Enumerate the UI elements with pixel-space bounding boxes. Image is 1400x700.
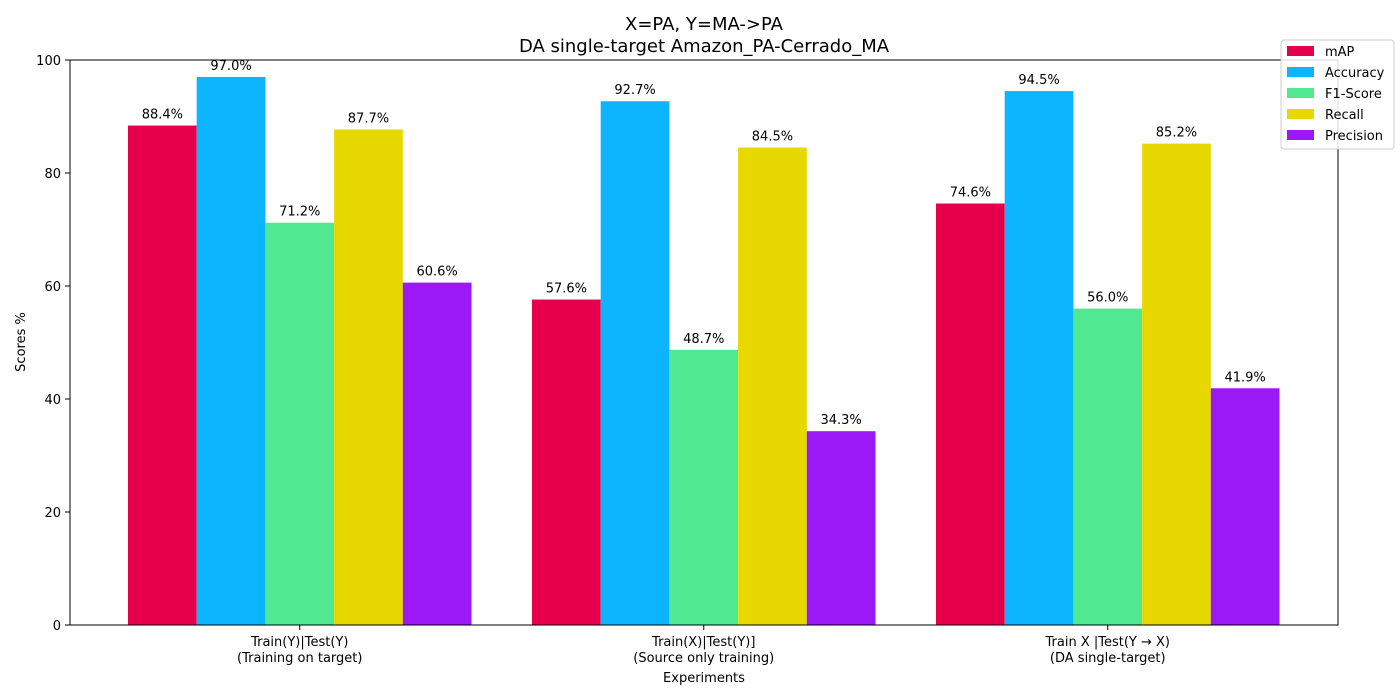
x-tick-label: (Training on target) xyxy=(237,651,362,666)
bar-recall-1 xyxy=(738,147,807,625)
y-tick-label: 100 xyxy=(36,54,61,69)
x-tick-label: (Source only training) xyxy=(633,651,774,666)
legend-swatch xyxy=(1287,88,1314,98)
bar-f1-score-1 xyxy=(669,349,739,625)
data-label: 94.5% xyxy=(1018,73,1059,88)
bar-map-2 xyxy=(936,203,1005,625)
data-label: 97.0% xyxy=(210,59,251,74)
legend-entry: Accuracy xyxy=(1325,66,1385,81)
bar-recall-2 xyxy=(1142,143,1211,625)
x-axis-label: Experiments xyxy=(663,671,745,686)
bar-precision-0 xyxy=(402,282,472,625)
plot-area: 88.4% 57.6% 74.6% 97.0% 92.7% 94.5% 71.2% 48.7%… xyxy=(36,54,1339,666)
legend-entry: Recall xyxy=(1325,108,1364,123)
x-tick-label: Train(X)|Test(Y)] xyxy=(651,635,755,650)
y-tick-label: 40 xyxy=(44,393,61,408)
data-label: 87.7% xyxy=(348,111,389,126)
legend-swatch xyxy=(1287,67,1314,77)
y-tick-label: 20 xyxy=(44,506,61,521)
bar-precision-2 xyxy=(1210,388,1280,625)
chart-title: X=PA, Y=MA->PA xyxy=(625,14,784,35)
legend-entry: F1-Score xyxy=(1325,87,1382,102)
y-axis-label: Scores % xyxy=(14,312,29,372)
data-label: 34.3% xyxy=(820,413,861,428)
y-tick-label: 0 xyxy=(53,619,61,634)
data-label: 92.7% xyxy=(614,83,655,98)
bar-f1-score-2 xyxy=(1073,308,1143,625)
data-label: 60.6% xyxy=(416,265,457,280)
data-label: 48.7% xyxy=(683,332,724,347)
legend-swatch xyxy=(1287,46,1314,56)
bar-recall-0 xyxy=(334,129,403,625)
data-label: 56.0% xyxy=(1087,291,1128,306)
bar-accuracy-0 xyxy=(196,76,266,625)
legend-entry: Precision xyxy=(1325,129,1383,144)
legend: mAP Accuracy F1-Score Recall Precision xyxy=(1280,39,1395,150)
data-label: 88.4% xyxy=(142,108,183,123)
bar-f1-score-0 xyxy=(265,222,335,625)
bar-map-1 xyxy=(532,299,601,625)
x-tick-label: Train X |Test(Y → X) xyxy=(1045,635,1171,650)
data-label: 57.6% xyxy=(546,282,587,297)
x-tick-label: (DA single-target) xyxy=(1050,651,1166,666)
legend-entry: mAP xyxy=(1325,45,1355,60)
data-label: 84.5% xyxy=(752,130,793,145)
legend-swatch xyxy=(1287,130,1314,140)
bar-map-0 xyxy=(128,125,197,625)
legend-swatch xyxy=(1287,109,1314,119)
data-label: 71.2% xyxy=(279,205,320,220)
data-label: 85.2% xyxy=(1156,126,1197,141)
x-tick-label: Train(Y)|Test(Y) xyxy=(250,635,348,650)
y-tick-label: 80 xyxy=(44,167,61,182)
bar-accuracy-2 xyxy=(1004,91,1074,625)
data-label: 41.9% xyxy=(1224,370,1265,385)
data-label: 74.6% xyxy=(950,186,991,201)
chart-subtitle: DA single-target Amazon_PA-Cerrado_MA xyxy=(519,36,890,57)
bar-precision-1 xyxy=(806,431,876,625)
bar-accuracy-1 xyxy=(600,101,670,626)
y-tick-label: 60 xyxy=(44,280,61,295)
